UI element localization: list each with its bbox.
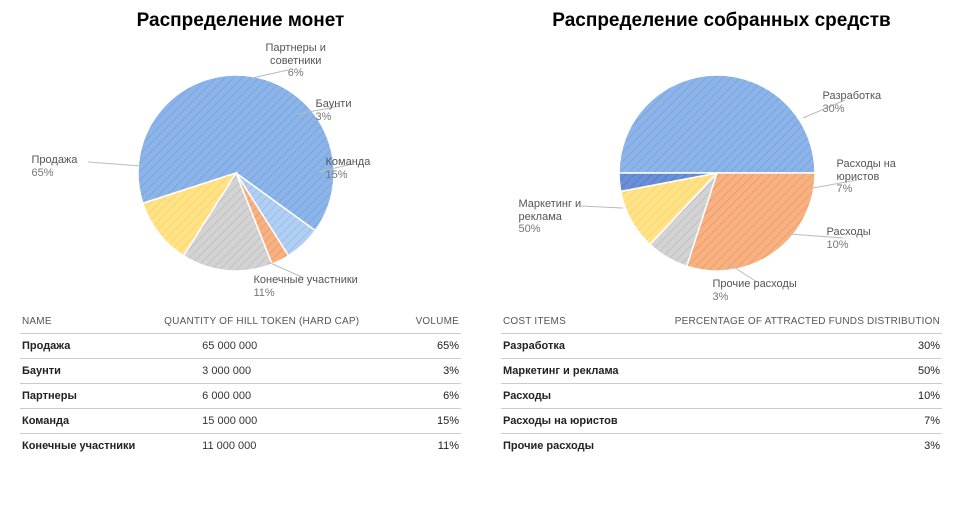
coin-distribution-panel: Распределение монет Партнеры исоветники6… (20, 10, 461, 458)
col-header: PERCENTAGE OF ATTRACTED FUNDS DISTRIBUTI… (637, 312, 942, 334)
col-header: COST ITEMS (501, 312, 637, 334)
chart-title-left: Распределение монет (137, 10, 345, 32)
slice-label: Маркетинг иреклама50% (519, 198, 582, 236)
table-row: Разработка30% (501, 334, 942, 359)
slice-label: Команда15% (326, 156, 371, 181)
slice-label: Продажа65% (32, 154, 78, 179)
funds-pie-chart: Разработка30% Расходы наюристов7% Расходы1… (507, 38, 937, 308)
slice-label: Расходы10% (827, 226, 871, 251)
slice-label: Расходы наюристов7% (837, 158, 896, 196)
table-row: Конечные участники11 000 00011% (20, 434, 461, 459)
table-row: Расходы10% (501, 384, 942, 409)
funds-distribution-panel: Распределение собранных средств Разработ… (501, 10, 942, 458)
col-header: QUANTITY OF HILL TOKEN (HARD CAP) (162, 312, 403, 334)
col-header: VOLUME (404, 312, 462, 334)
table-row: Маркетинг и реклама50% (501, 359, 942, 384)
table-row: Прочие расходы3% (501, 434, 942, 459)
slice-label: Конечные участники11% (254, 274, 358, 299)
table-row: Баунти3 000 0003% (20, 359, 461, 384)
slice-label: Партнеры исоветники6% (266, 42, 326, 80)
slice-label: Прочие расходы3% (713, 278, 797, 303)
table-row: Расходы на юристов7% (501, 409, 942, 434)
col-header: NAME (20, 312, 162, 334)
pie-slice (619, 75, 815, 173)
funds-table: COST ITEMSPERCENTAGE OF ATTRACTED FUNDS … (501, 312, 942, 458)
table-row: Партнеры6 000 0006% (20, 384, 461, 409)
coin-table: NAMEQUANTITY OF HILL TOKEN (HARD CAP)VOL… (20, 312, 461, 458)
slice-label: Разработка30% (823, 90, 882, 115)
table-row: Команда15 000 00015% (20, 409, 461, 434)
table-row: Продажа65 000 00065% (20, 334, 461, 359)
coin-pie-chart: Партнеры исоветники6% Баунти3% Команда15% К… (26, 38, 456, 308)
chart-title-right: Распределение собранных средств (552, 10, 890, 32)
slice-label: Баунти3% (316, 98, 352, 123)
